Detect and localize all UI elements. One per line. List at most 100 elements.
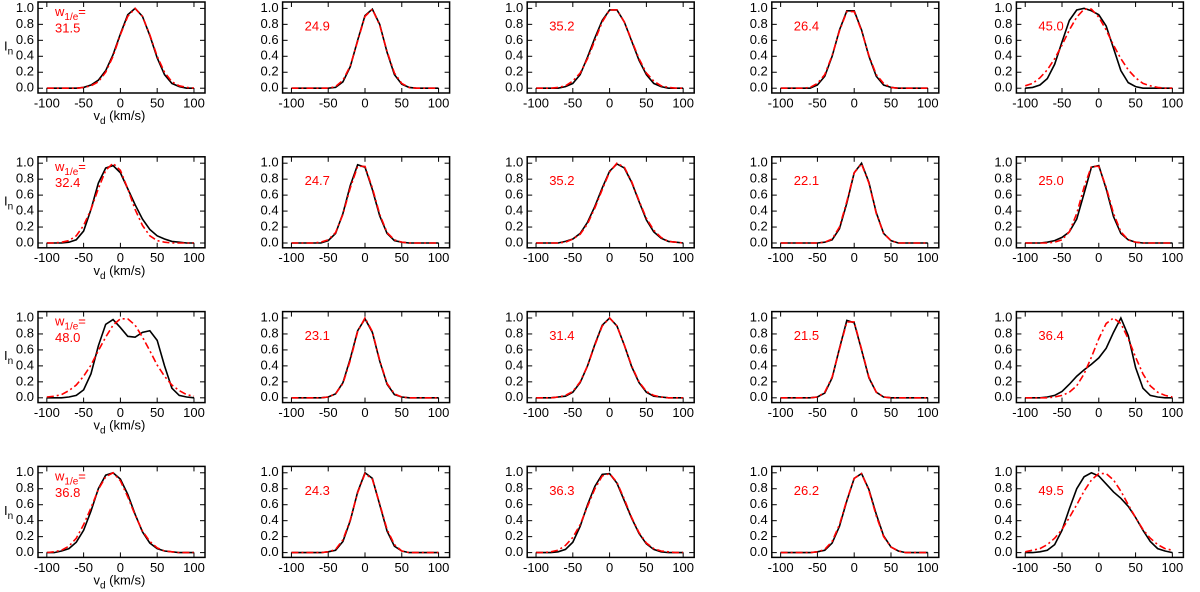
x-tick-label: 50 bbox=[395, 405, 409, 420]
x-tick-label: 50 bbox=[639, 560, 653, 575]
y-tick-label: 1.0 bbox=[750, 309, 768, 324]
annotation: 21.5 bbox=[794, 328, 819, 343]
x-tick-label: 0 bbox=[361, 250, 368, 265]
y-tick-label: 0.2 bbox=[261, 64, 279, 79]
panel: 0.00.20.40.60.81.0 -100 -50 0 50 100 bbox=[750, 0, 940, 110]
x-tick-label: 0 bbox=[117, 405, 124, 420]
y-tick-label: 0.8 bbox=[994, 171, 1012, 186]
series-line bbox=[780, 472, 928, 554]
x-tick-label: 0 bbox=[361, 405, 368, 420]
y-tick-label: 0.6 bbox=[750, 341, 768, 356]
x-tick-label: -50 bbox=[1053, 250, 1072, 265]
y-tick-label: 0.8 bbox=[994, 480, 1012, 495]
x-tick-label: -50 bbox=[74, 560, 93, 575]
y-tick-label: 0.8 bbox=[16, 171, 34, 186]
y-tick-label: 0.8 bbox=[750, 480, 768, 495]
x-tick-label: 50 bbox=[1128, 405, 1142, 420]
y-tick-label: 0.4 bbox=[261, 48, 279, 63]
y-tick-label: 0.0 bbox=[994, 389, 1012, 404]
y-tick-label: 0.2 bbox=[994, 528, 1012, 543]
annotation: 31.5 bbox=[55, 20, 80, 35]
panel: 0.00.20.40.60.81.0 -100 -50 0 50 100 bbox=[261, 309, 451, 420]
series-line bbox=[291, 316, 439, 399]
panel: 0.00.20.40.60.81.0 -100 -50 0 50 100 bbox=[505, 155, 695, 265]
x-tick-label: -50 bbox=[563, 560, 582, 575]
y-tick-label: 0.0 bbox=[750, 544, 768, 559]
annotation-label-part: w bbox=[54, 314, 65, 329]
plot-frame bbox=[281, 465, 451, 559]
series-line bbox=[780, 321, 928, 399]
plot-frame bbox=[771, 156, 940, 249]
y-tick-label: 0.8 bbox=[750, 325, 768, 340]
x-axis-label-part: (km/s) bbox=[106, 573, 146, 588]
x-tick-label: -100 bbox=[34, 405, 60, 420]
x-tick-label: -100 bbox=[34, 250, 60, 265]
y-tick-label: 0.4 bbox=[994, 48, 1012, 63]
plot-frame bbox=[526, 156, 695, 249]
y-tick-label: 1.0 bbox=[505, 464, 523, 479]
series-line bbox=[536, 9, 684, 90]
x-tick-label: 100 bbox=[672, 95, 694, 110]
y-tick-label: 0.2 bbox=[261, 218, 279, 233]
y-tick-label: 0.4 bbox=[750, 48, 768, 63]
annotation: 48.0 bbox=[55, 330, 80, 345]
annotation-label-part: 1/e bbox=[64, 166, 78, 177]
y-tick-label: 0.2 bbox=[505, 373, 523, 388]
x-tick-label: 0 bbox=[606, 95, 613, 110]
panel: 0.00.20.40.60.81.0 -100 -50 0 50 100 bbox=[994, 309, 1185, 420]
x-tick-label: -50 bbox=[319, 95, 338, 110]
y-tick-label: 0.0 bbox=[505, 80, 523, 95]
x-tick-label: 100 bbox=[1162, 405, 1184, 420]
y-axis-label-part: I bbox=[4, 503, 8, 518]
y-tick-label: 0.0 bbox=[750, 234, 768, 249]
x-tick-label: -50 bbox=[74, 95, 93, 110]
annotation: 36.8 bbox=[55, 485, 80, 500]
x-axis-label-part: v bbox=[94, 418, 101, 433]
annotation-label: w1/e= bbox=[54, 469, 86, 487]
x-tick-label: -100 bbox=[1012, 250, 1038, 265]
x-tick-label: 100 bbox=[1162, 560, 1184, 575]
y-axis-label-part: I bbox=[4, 194, 8, 209]
y-tick-label: 1.0 bbox=[261, 0, 279, 15]
y-tick-label: 0.0 bbox=[750, 389, 768, 404]
annotation: 35.2 bbox=[549, 18, 574, 33]
plot-frame bbox=[1015, 1, 1185, 94]
series-line bbox=[291, 7, 439, 90]
annotation-label-part: = bbox=[78, 469, 86, 484]
panel: 0.00.20.40.60.81.0 -100 -50 0 50 100 bbox=[994, 464, 1185, 575]
y-tick-label: 0.0 bbox=[261, 389, 279, 404]
y-tick-label: 0.8 bbox=[750, 171, 768, 186]
x-tick-label: 0 bbox=[606, 405, 613, 420]
y-axis-label-part: n bbox=[8, 46, 14, 57]
y-tick-label: 0.2 bbox=[994, 218, 1012, 233]
y-tick-label: 0.0 bbox=[750, 80, 768, 95]
y-tick-label: 0.4 bbox=[16, 203, 34, 218]
plot-frame bbox=[771, 1, 940, 94]
y-tick-label: 0.4 bbox=[505, 512, 523, 527]
y-tick-label: 0.0 bbox=[994, 234, 1012, 249]
annotation: 26.2 bbox=[794, 483, 819, 498]
x-tick-label: -100 bbox=[34, 95, 60, 110]
y-tick-label: 1.0 bbox=[16, 0, 34, 15]
plot-frame bbox=[37, 465, 206, 559]
series-line bbox=[1025, 165, 1173, 244]
y-tick-label: 0.4 bbox=[750, 203, 768, 218]
y-tick-label: 0.6 bbox=[994, 341, 1012, 356]
panel: 0.00.20.40.60.81.0 -100 -50 0 50 100 bbox=[994, 155, 1185, 265]
series-line bbox=[1025, 471, 1173, 554]
x-tick-label: 0 bbox=[606, 250, 613, 265]
y-tick-label: 1.0 bbox=[16, 464, 34, 479]
y-tick-label: 0.6 bbox=[994, 496, 1012, 511]
x-tick-label: -100 bbox=[768, 560, 794, 575]
plot-frame bbox=[1015, 465, 1185, 559]
y-tick-label: 0.2 bbox=[261, 528, 279, 543]
plot-frame bbox=[37, 156, 206, 249]
x-tick-label: -50 bbox=[319, 560, 338, 575]
x-axis-label-part: d bbox=[100, 270, 106, 281]
panel: 0.00.20.40.60.81.0 -100 -50 0 50 100 bbox=[994, 0, 1185, 110]
y-tick-label: 0.6 bbox=[994, 187, 1012, 202]
x-tick-label: -100 bbox=[1012, 405, 1038, 420]
y-axis-label-part: n bbox=[8, 201, 14, 212]
series-line bbox=[46, 318, 195, 399]
plot-frame bbox=[771, 465, 940, 559]
